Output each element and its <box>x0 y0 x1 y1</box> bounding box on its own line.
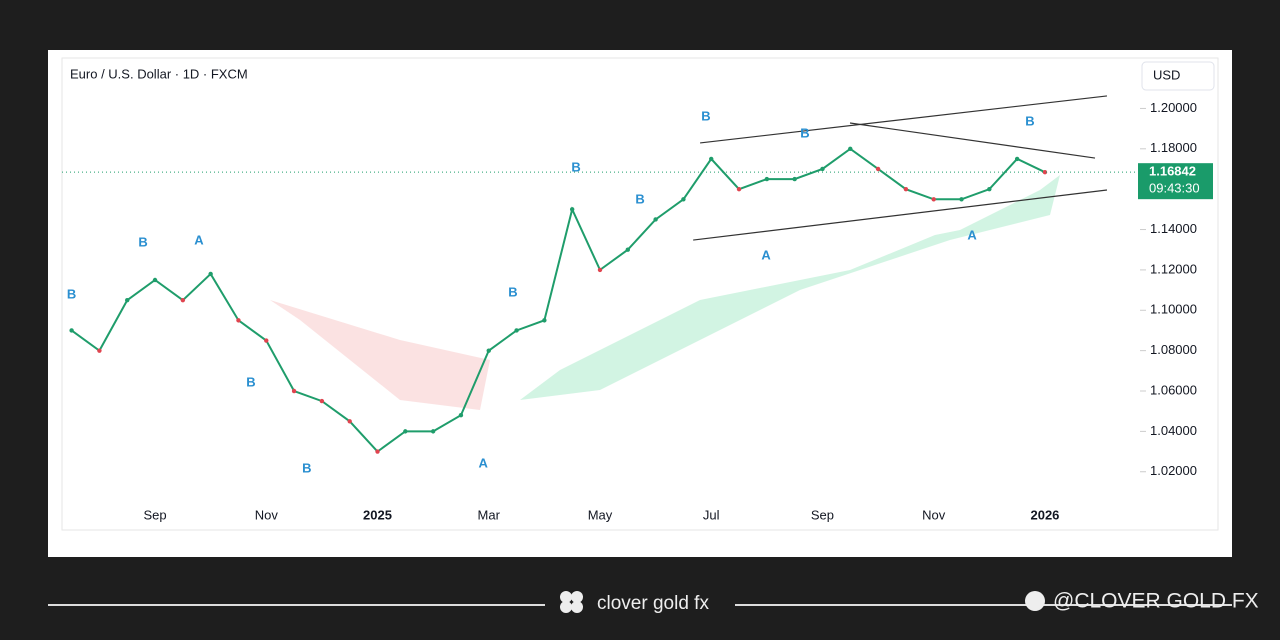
price-point <box>625 247 630 252</box>
price-point <box>1014 156 1020 162</box>
y-tick-label: 1.18000 <box>1150 140 1197 155</box>
price-point <box>125 297 130 303</box>
price-point <box>180 297 186 303</box>
price-point <box>375 449 380 454</box>
chart-title: Euro / U.S. Dollar · 1D · FXCM <box>70 66 248 81</box>
price-point <box>486 348 491 353</box>
wave-label: B <box>508 285 517 300</box>
price-point <box>931 197 936 202</box>
price-point <box>597 267 603 273</box>
price-point <box>542 318 547 323</box>
y-tick-label: 1.02000 <box>1150 463 1197 478</box>
price-point <box>319 398 325 404</box>
x-tick-label: Sep <box>811 507 834 522</box>
wave-label: A <box>967 227 977 242</box>
price-point <box>514 328 519 333</box>
y-tick-label: 1.10000 <box>1150 302 1197 317</box>
price-tag-value: 1.16842 <box>1149 164 1196 179</box>
price-point <box>208 271 213 277</box>
x-tick-label: Mar <box>478 507 501 522</box>
x-tick-label: May <box>588 507 613 522</box>
cloud <box>270 300 490 410</box>
price-point <box>236 318 241 323</box>
brand: clover gold fx <box>597 593 709 614</box>
price-point <box>152 277 158 283</box>
price-point <box>569 207 575 212</box>
price-point <box>709 156 714 162</box>
wave-label: B <box>1025 113 1034 128</box>
plot: 1.02000 1.04000 1.06000 1.08000 1.10000 1.120… <box>62 95 1213 522</box>
currency-box[interactable] <box>1141 61 1215 91</box>
price-point <box>291 388 297 394</box>
price-point <box>403 429 408 434</box>
wave-label: A <box>194 232 204 247</box>
price-point <box>458 413 464 418</box>
price-point <box>681 197 686 202</box>
price-point <box>1042 169 1048 175</box>
wave-label: B <box>246 374 255 389</box>
price-point <box>848 146 853 152</box>
wave-label: B <box>571 159 580 174</box>
wave-label: B <box>67 286 76 301</box>
price-point <box>736 186 742 192</box>
price-point <box>653 217 658 222</box>
currency: USD <box>1153 67 1180 82</box>
trendline <box>849 122 1096 159</box>
countdown: 09:43:30 <box>1149 181 1200 196</box>
price-point <box>987 186 992 192</box>
y-tick-label: 1.14000 <box>1150 221 1197 236</box>
fb-icon <box>1025 591 1045 611</box>
price-point <box>764 176 770 182</box>
trendline <box>700 95 1108 144</box>
price-point <box>792 176 797 182</box>
clover-icon <box>560 591 583 613</box>
x-tick-label: Jul <box>703 507 720 522</box>
cloud <box>520 175 1060 400</box>
wave-label: B <box>635 192 644 207</box>
x-tick-label: Nov <box>255 507 279 522</box>
price-point <box>903 186 909 192</box>
wave-label: B <box>701 108 710 123</box>
wave-label: B <box>800 126 809 141</box>
wave-label: B <box>138 235 147 250</box>
trendline <box>693 189 1108 241</box>
x-tick-label: Sep <box>143 507 166 522</box>
y-tick-label: 1.12000 <box>1150 261 1197 276</box>
price-point <box>97 348 102 353</box>
price-point <box>347 419 352 424</box>
x-tick-label: 2026 <box>1030 507 1059 522</box>
chart-card <box>48 50 1232 557</box>
x-tick-label: Nov <box>922 507 946 522</box>
price-point <box>820 166 825 172</box>
wave-label: B <box>302 461 311 476</box>
handle: @CLOVER GOLD FX <box>1053 590 1259 613</box>
price-point <box>264 338 269 343</box>
chart-frame <box>61 57 1219 531</box>
y-tick-label: 1.04000 <box>1150 423 1197 438</box>
price-tag <box>1138 163 1213 200</box>
price-point <box>69 328 74 333</box>
wave-label: A <box>478 456 488 471</box>
wave-label: A <box>761 247 771 262</box>
price-point <box>959 197 964 202</box>
x-tick-label: 2025 <box>363 507 392 522</box>
y-tick-label: 1.20000 <box>1150 100 1197 115</box>
y-tick-label: 1.08000 <box>1150 342 1197 357</box>
y-tick-label: 1.06000 <box>1150 382 1197 397</box>
price-point <box>875 166 881 172</box>
price-point <box>430 429 436 434</box>
